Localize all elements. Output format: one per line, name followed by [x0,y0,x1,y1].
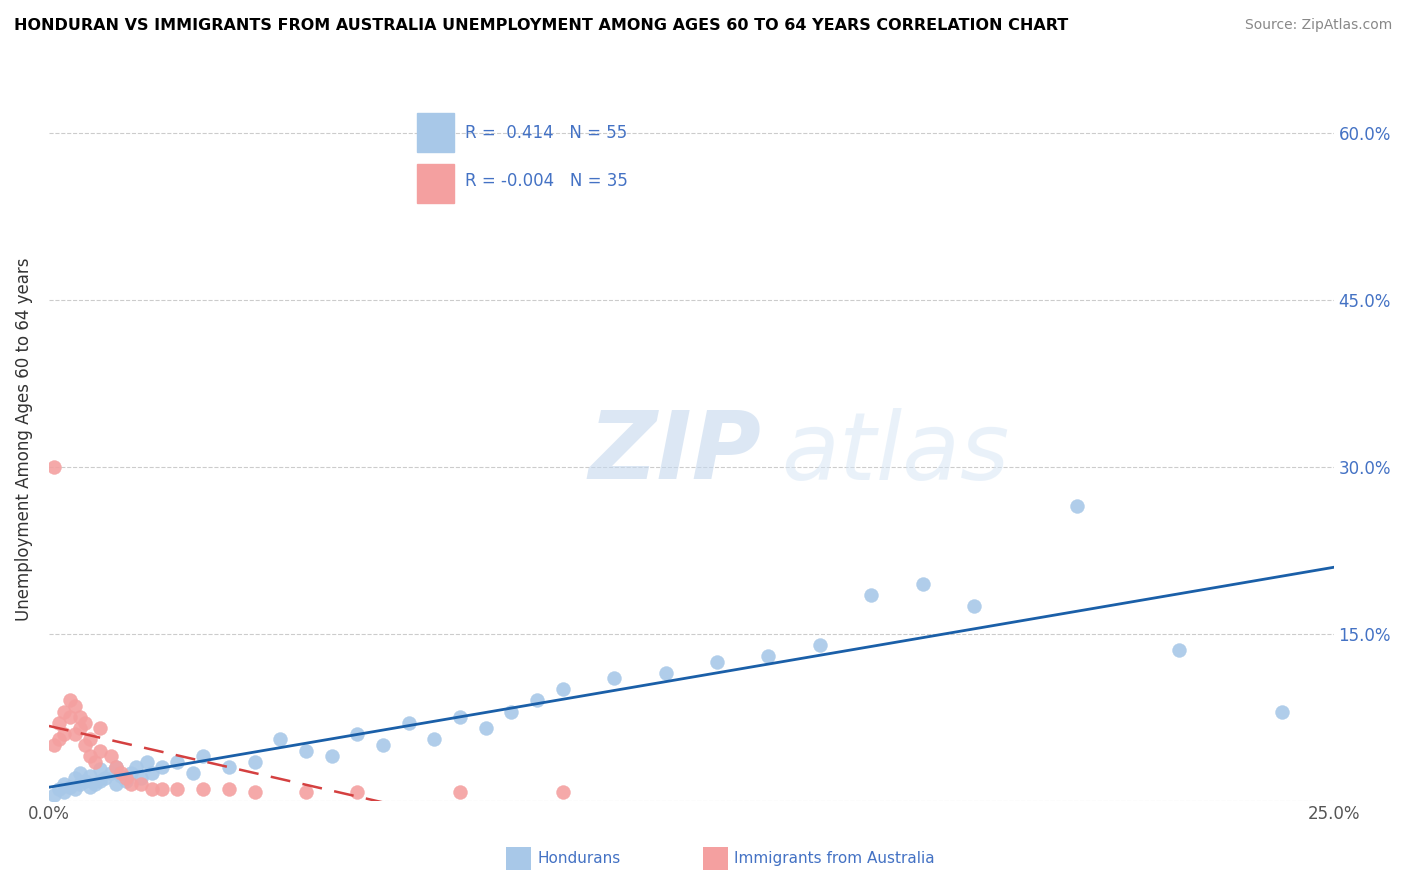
Point [131,772,153,786]
Point [346,785,368,799]
Point [141,765,163,780]
Point [79,749,101,764]
Point [150,782,173,797]
Point [42,738,65,752]
Point [84,755,107,769]
Point [58,710,80,724]
Point [100,765,122,780]
Point [1271,705,1294,719]
Point [654,665,676,680]
Y-axis label: Unemployment Among Ages 60 to 64 years: Unemployment Among Ages 60 to 64 years [15,257,32,621]
Point [150,760,173,774]
Point [104,760,127,774]
Point [860,588,883,602]
Point [423,732,446,747]
Point [603,671,626,685]
Point [48,782,70,797]
Text: atlas: atlas [782,408,1010,499]
Point [73,738,96,752]
Point [551,682,574,697]
Text: ZIP: ZIP [589,408,762,500]
Point [63,699,86,714]
Point [449,710,471,724]
Point [89,721,111,735]
Point [42,459,65,474]
Point [526,693,548,707]
Point [1066,499,1088,513]
Point [166,782,188,797]
Point [69,710,91,724]
Point [501,705,523,719]
Point [42,788,65,802]
Point [120,765,142,780]
Point [911,576,934,591]
Point [110,769,132,783]
Point [758,648,780,663]
Point [100,749,122,764]
Point [104,777,127,791]
Point [69,765,91,780]
Point [181,765,204,780]
Point [63,782,86,797]
Point [808,638,831,652]
Point [89,773,111,788]
Point [73,715,96,730]
Point [89,763,111,777]
Point [120,777,142,791]
Point [706,655,728,669]
Point [131,777,153,791]
Point [84,777,107,791]
Text: Immigrants from Australia: Immigrants from Australia [734,852,935,866]
Text: Source: ZipAtlas.com: Source: ZipAtlas.com [1244,18,1392,32]
Point [269,732,291,747]
Point [69,777,91,791]
Point [53,727,76,741]
Point [125,760,148,774]
Point [243,755,266,769]
Point [449,785,471,799]
Point [295,743,318,757]
Point [141,782,163,797]
Point [371,738,394,752]
Point [346,727,368,741]
Point [63,772,86,786]
Point [321,749,343,764]
Point [89,743,111,757]
Text: HONDURAN VS IMMIGRANTS FROM AUSTRALIA UNEMPLOYMENT AMONG AGES 60 TO 64 YEARS COR: HONDURAN VS IMMIGRANTS FROM AUSTRALIA UN… [14,18,1069,33]
Point [73,773,96,788]
Point [79,732,101,747]
Point [474,721,496,735]
Point [1168,643,1191,657]
Point [551,785,574,799]
Point [53,777,76,791]
Point [963,599,986,613]
Point [48,715,70,730]
Point [69,721,91,735]
Point [58,693,80,707]
Text: Hondurans: Hondurans [537,852,620,866]
Point [191,749,214,764]
Point [58,780,80,795]
Point [94,772,117,786]
Point [79,780,101,795]
Point [53,705,76,719]
Point [166,755,188,769]
Point [243,785,266,799]
Point [110,765,132,780]
Point [53,785,76,799]
Point [191,782,214,797]
Point [218,782,240,797]
Point [104,760,127,774]
Point [63,727,86,741]
Point [115,772,138,786]
Point [398,715,420,730]
Point [115,773,138,788]
Point [135,755,157,769]
Point [295,785,318,799]
Point [48,732,70,747]
Point [79,769,101,783]
Point [218,760,240,774]
